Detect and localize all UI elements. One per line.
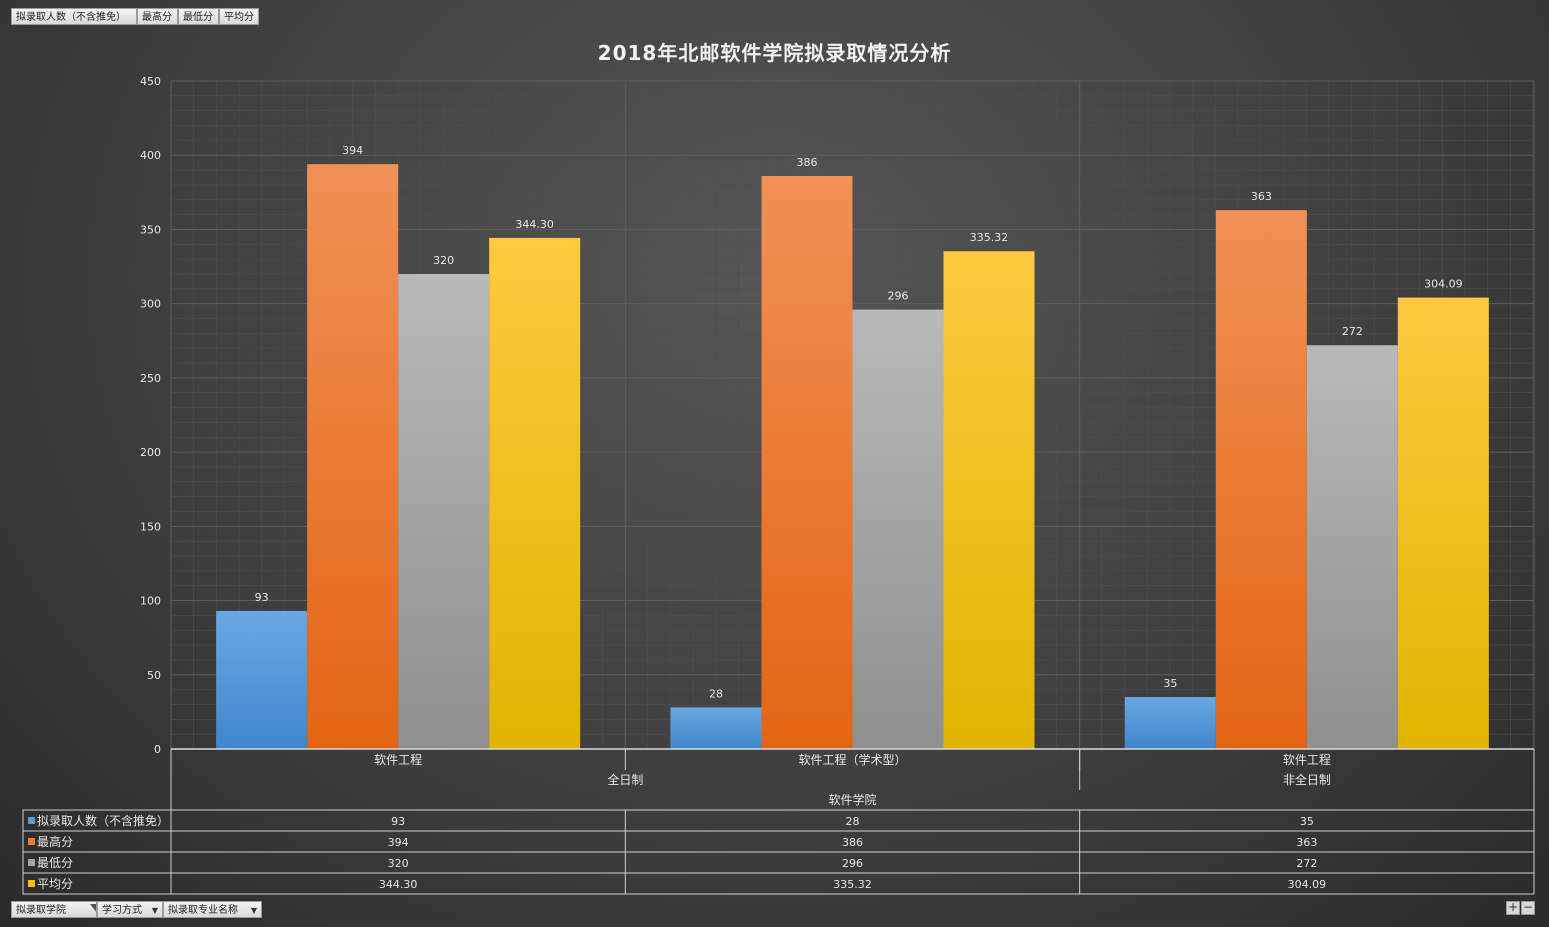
x-top-group-label: 软件学院	[828, 792, 876, 807]
x-tick-label: 软件工程（学术型）	[798, 752, 906, 767]
data-table-cell: 363	[1296, 836, 1317, 849]
field-button-max-score[interactable]: 最高分	[137, 8, 178, 25]
filter-icon[interactable]	[90, 904, 96, 913]
y-tick-label: 250	[140, 372, 161, 385]
legend-key	[28, 817, 35, 824]
data-table-cell: 335.32	[833, 878, 872, 891]
bar	[1124, 697, 1216, 749]
field-button-college-label: 拟录取学院	[16, 905, 66, 916]
x-tick-label: 软件工程	[1283, 752, 1331, 767]
chevron-down-icon[interactable]: ▼	[151, 906, 158, 915]
y-tick-label: 200	[140, 446, 161, 459]
data-table-cell: 28	[846, 815, 860, 828]
data-table-cell: 296	[842, 857, 863, 870]
data-label: 93	[255, 591, 269, 604]
data-table-cell: 272	[1296, 857, 1317, 870]
field-button-college[interactable]: 拟录取学院	[11, 901, 97, 918]
data-label: 28	[709, 687, 723, 700]
bar	[307, 164, 399, 749]
x-group-label: 全日制	[607, 772, 643, 787]
data-label: 320	[433, 254, 454, 267]
bar	[489, 237, 581, 750]
bar	[1306, 345, 1398, 749]
y-tick-label: 50	[147, 669, 161, 682]
data-table-cell: 35	[1300, 815, 1314, 828]
chevron-down-icon[interactable]: ▼	[250, 906, 257, 915]
legend-key	[28, 880, 35, 887]
legend-label: 拟录取人数（不含推免）	[37, 813, 169, 828]
data-table-cell: 386	[842, 836, 863, 849]
bar	[1215, 210, 1307, 749]
data-label: 363	[1251, 190, 1272, 203]
bar	[761, 176, 853, 749]
data-table-cell: 93	[391, 815, 405, 828]
y-tick-label: 0	[154, 743, 161, 756]
y-tick-label: 450	[140, 75, 161, 88]
chart-title: 2018年北邮软件学院拟录取情况分析	[597, 41, 952, 65]
field-button-avg-score[interactable]: 平均分	[219, 8, 259, 25]
y-tick-label: 350	[140, 223, 161, 236]
data-label: 304.09	[1424, 278, 1463, 291]
bar	[1397, 297, 1489, 749]
data-label: 35	[1163, 677, 1177, 690]
zoom-out-button[interactable]: −	[1521, 900, 1535, 915]
data-label: 296	[888, 290, 909, 303]
bar	[216, 610, 308, 749]
bar	[943, 251, 1035, 749]
data-label: 272	[1342, 325, 1363, 338]
legend-label: 最高分	[37, 834, 73, 849]
field-button-study-mode-label: 学习方式	[102, 905, 142, 916]
legend-key	[28, 859, 35, 866]
y-tick-label: 150	[140, 520, 161, 533]
bar	[852, 309, 944, 749]
zoom-in-button[interactable]: +	[1506, 900, 1520, 915]
data-table-cell: 304.09	[1288, 878, 1327, 891]
bar	[398, 273, 490, 749]
data-table-cell: 394	[388, 836, 409, 849]
data-label: 386	[797, 156, 818, 169]
x-tick-label: 软件工程	[374, 752, 422, 767]
field-button-admitted-count[interactable]: 拟录取人数（不含推免）	[11, 8, 137, 25]
legend-label: 平均分	[37, 877, 73, 891]
data-table-cell: 344.30	[379, 878, 418, 891]
data-label: 394	[342, 144, 363, 157]
y-tick-label: 300	[140, 298, 161, 311]
bar	[670, 707, 762, 749]
field-button-major[interactable]: 拟录取专业名称 ▼	[163, 901, 262, 918]
y-tick-label: 400	[140, 149, 161, 162]
field-button-study-mode[interactable]: 学习方式 ▼	[97, 901, 163, 918]
field-button-major-label: 拟录取专业名称	[168, 905, 238, 916]
legend-label: 最低分	[37, 856, 73, 870]
data-label: 335.32	[970, 231, 1009, 244]
x-group-label: 非全日制	[1283, 772, 1331, 787]
data-label: 344.30	[515, 218, 554, 231]
y-tick-label: 100	[140, 595, 161, 608]
legend-key	[28, 838, 35, 845]
data-table-cell: 320	[388, 857, 409, 870]
field-button-min-score[interactable]: 最低分	[178, 8, 219, 25]
